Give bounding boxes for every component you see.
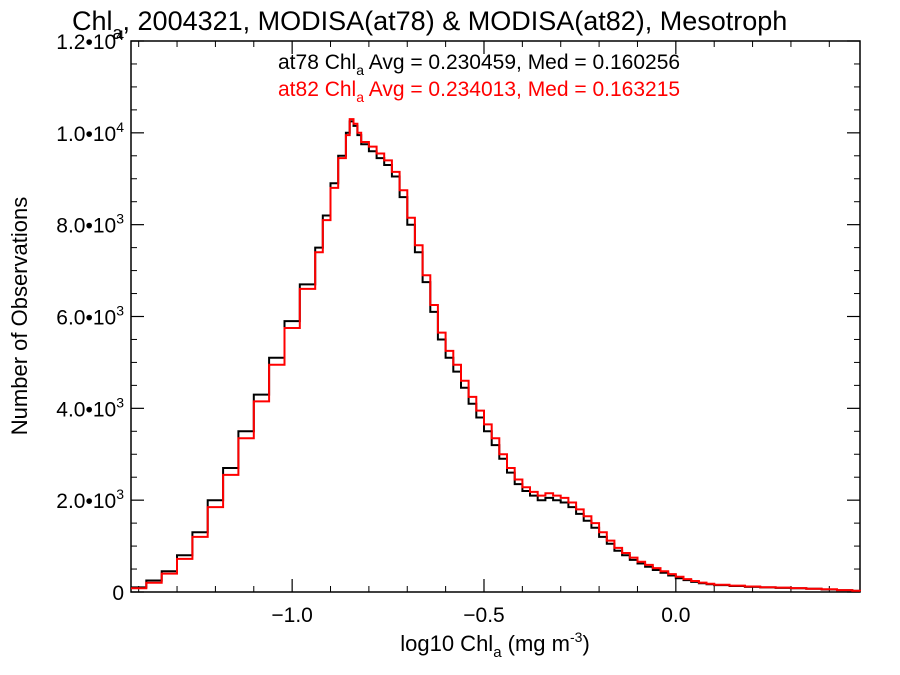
y-tick-label-3: 6.0•103 [56,303,124,330]
plot-frame [130,40,861,593]
y-tick-label-0: 0 [112,582,124,605]
chart-title-prefix: Chl [72,6,113,36]
chart-title-rest: , 2004321, MODISA(at78) & MODISA(at82), … [123,6,788,36]
x-tick-label-0: −1.0 [271,604,312,627]
y-tick-label-5: 1.0•104 [56,119,124,146]
y-tick-label-1: 2.0•103 [56,486,124,513]
x-axis-label-sub: a [493,644,502,661]
stats-annotation-at82: at82 Chla Avg = 0.234013, Med = 0.163215 [278,78,680,105]
series-line-1 [131,118,861,592]
x-axis-label-end: ) [582,631,589,656]
x-axis-label-sup: -3 [570,629,583,645]
axis-tick-labels: 0 2.0•103 4.0•103 6.0•103 8.0•103 1.0•104 1.2•… [56,27,690,627]
series-line-0 [131,120,861,592]
series-layer [131,118,861,592]
stats-annotation-at78: at78 Chla Avg = 0.230459, Med = 0.160256 [278,51,680,78]
x-axis-label-mid: (mg m [502,631,570,656]
chart-title-sub: a [113,23,124,43]
chart-title: Chla, 2004321, MODISA(at78) & MODISA(at8… [72,6,787,43]
plot-area [130,40,861,593]
x-axis-label: log10 Chla (mg m-3) [400,629,590,661]
annotations: at78 Chla Avg = 0.230459, Med = 0.160256… [278,51,680,105]
y-tick-label-2: 4.0•103 [56,394,124,421]
x-axis-label-prefix: log10 Chl [400,631,493,656]
y-tick-label-6: 1.2•104 [56,27,124,54]
x-tick-label-2: 0.0 [661,604,690,627]
axis-ticks [131,40,860,593]
y-tick-label-4: 8.0•103 [56,211,124,238]
y-axis-label: Number of Observations [7,197,32,435]
x-tick-label-1: −0.5 [463,604,504,627]
